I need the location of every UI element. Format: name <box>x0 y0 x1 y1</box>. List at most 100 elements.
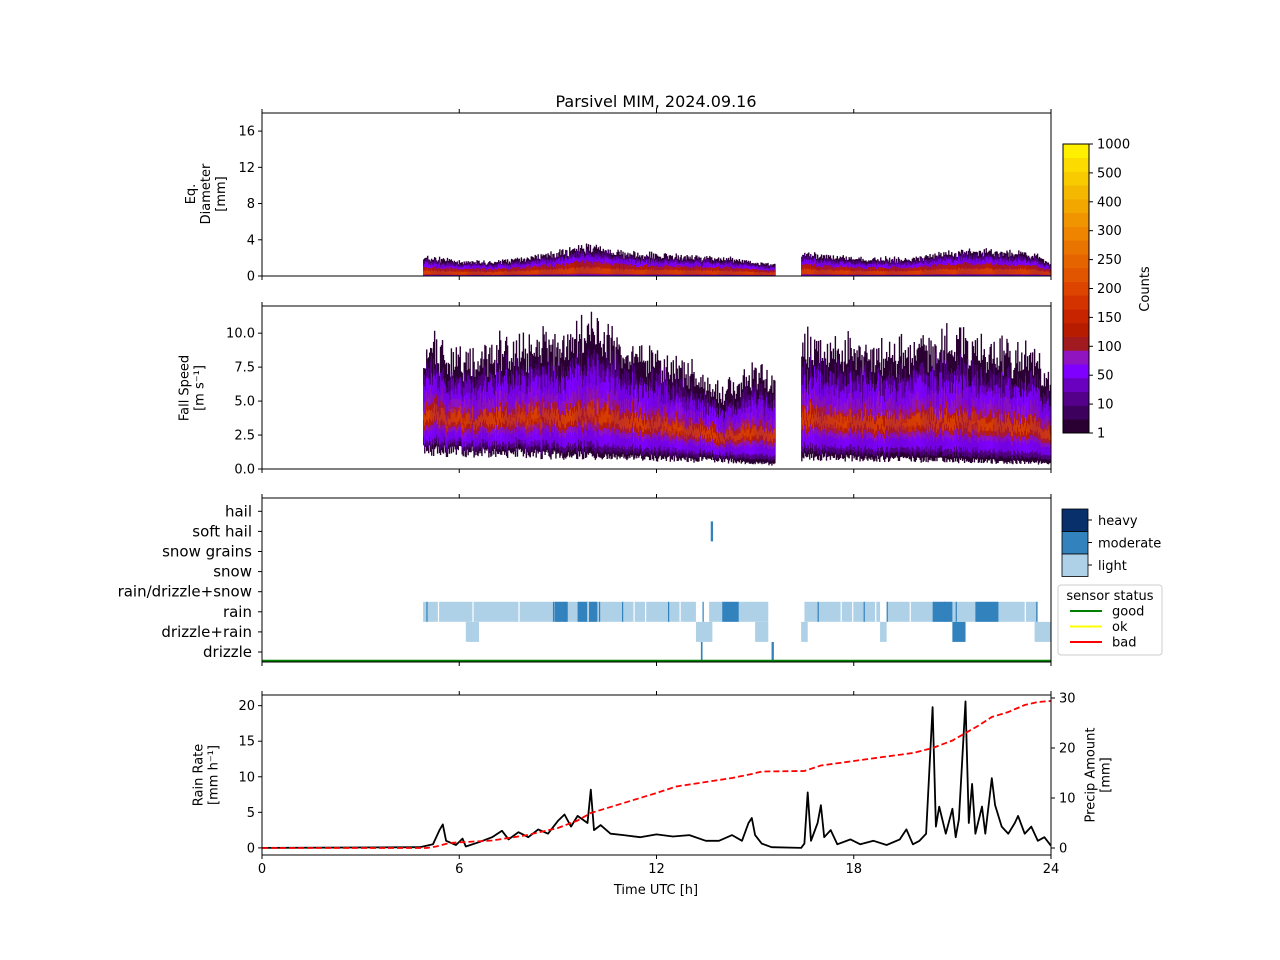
heat-cell <box>686 429 688 440</box>
heat-cell <box>742 271 745 275</box>
heat-cell <box>677 428 679 437</box>
heat-cell <box>925 269 927 275</box>
heat-cell <box>915 270 917 275</box>
heat-cell <box>1011 269 1013 275</box>
heat-cell <box>801 270 803 275</box>
heat-cell <box>513 417 516 424</box>
heat-cell <box>769 272 771 276</box>
heat-cell <box>452 408 455 422</box>
heat-cell <box>617 411 619 425</box>
heat-cell <box>573 268 576 274</box>
heat-cell <box>967 268 970 274</box>
heat-cell <box>568 269 570 275</box>
heat-cell <box>767 272 769 275</box>
heat-cell <box>470 271 472 275</box>
heat-cell <box>432 407 435 423</box>
heat-cell <box>634 269 636 275</box>
heat-cell <box>637 415 639 429</box>
heat-cell <box>953 269 955 275</box>
heat-cell <box>495 421 497 431</box>
heat-cell <box>448 271 451 275</box>
heat-cell <box>1005 268 1007 275</box>
heat-cell <box>860 270 862 275</box>
heat-cell <box>599 417 602 425</box>
heat-cell <box>1003 269 1005 275</box>
heat-cell <box>996 263 998 275</box>
heat-cell <box>669 269 672 275</box>
heat-cell <box>907 270 910 275</box>
heat-cell <box>539 270 541 275</box>
heat-cell <box>722 270 725 275</box>
heat-cell <box>476 271 478 275</box>
heat-cell <box>929 270 931 275</box>
heat-cell <box>496 406 498 420</box>
heat-cell <box>756 271 758 275</box>
heat-cell <box>471 271 473 275</box>
heat-cell <box>696 427 698 438</box>
heat-cell <box>514 414 517 427</box>
heat-cell <box>654 269 657 275</box>
heat-cell <box>590 268 593 274</box>
heat-cell <box>537 269 539 275</box>
axes-frame <box>261 112 1052 277</box>
heat-cell <box>440 266 443 275</box>
heat-cell <box>440 271 443 275</box>
heat-cell <box>565 267 567 274</box>
heat-cell <box>588 262 591 275</box>
heat-cell <box>993 270 995 275</box>
heat-cell <box>474 421 476 430</box>
heat-cell <box>872 271 874 275</box>
heat-cell <box>715 271 717 275</box>
heat-cell <box>817 270 820 275</box>
heat-cell <box>625 416 627 429</box>
heat-cell <box>683 270 685 275</box>
heat-cell <box>617 268 619 274</box>
heat-cell <box>920 269 922 275</box>
heat-cell <box>675 269 677 275</box>
heat-cell <box>819 270 822 275</box>
heat-cell <box>604 260 606 275</box>
heat-cell <box>810 268 812 274</box>
heat-cell <box>684 269 686 275</box>
heat-cell <box>569 267 571 274</box>
heat-cell <box>714 270 716 275</box>
heat-cell <box>680 425 682 435</box>
heat-cell <box>1016 269 1018 275</box>
heat-cell <box>444 272 447 275</box>
heat-cell <box>667 426 670 434</box>
heat-cell <box>724 271 727 275</box>
heat-cell <box>573 406 576 421</box>
heat-cell <box>631 416 633 428</box>
heat-cell <box>500 271 502 275</box>
heat-cell <box>654 421 657 428</box>
heat-cell <box>951 263 953 275</box>
heat-cell <box>433 270 436 275</box>
heat-cell <box>941 269 943 275</box>
heat-cell <box>443 410 446 421</box>
heat-cell <box>658 417 661 428</box>
heat-cell <box>847 270 849 275</box>
heat-cell <box>532 270 534 275</box>
heat-cell <box>709 426 711 435</box>
heat-cell <box>451 413 454 423</box>
heat-cell <box>586 267 589 274</box>
heat-cell <box>473 422 475 431</box>
heat-cell <box>633 421 635 433</box>
heat-cell <box>840 269 842 275</box>
heat-cell <box>602 406 604 423</box>
heat-cell <box>677 264 679 275</box>
heat-cell <box>644 424 647 430</box>
heat-cell <box>630 269 632 274</box>
heat-cell <box>808 268 810 274</box>
heat-cell <box>757 271 759 275</box>
heat-cell <box>491 412 493 424</box>
heat-cell <box>523 414 526 423</box>
heat-cell <box>468 272 470 275</box>
heat-cell <box>861 271 863 275</box>
y-tick-label: 0 <box>247 270 255 285</box>
heat-cell <box>1002 270 1004 275</box>
y-tick-label: 16 <box>238 125 255 140</box>
heat-cell <box>594 268 597 274</box>
heat-cell <box>656 421 659 431</box>
heat-cell <box>692 429 694 436</box>
